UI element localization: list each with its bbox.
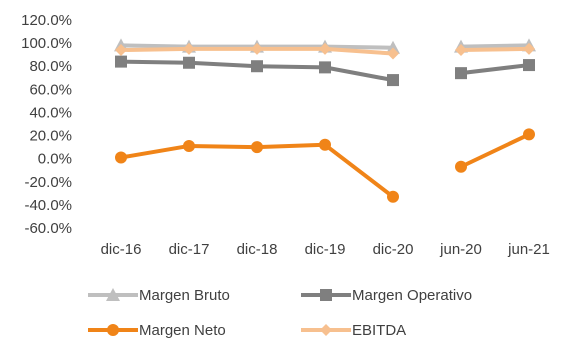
data-point: [386, 40, 400, 54]
x-tick-label: dic-18: [237, 241, 278, 258]
legend-label: Margen Operativo: [352, 287, 472, 304]
y-tick-label: 20.0%: [29, 128, 72, 145]
data-point: [251, 42, 263, 55]
legend-marker: [106, 288, 120, 301]
legend-marker: [320, 289, 332, 301]
legend-item: Margen Bruto: [88, 287, 230, 304]
y-tick-label: 80.0%: [29, 58, 72, 75]
data-point: [183, 42, 195, 55]
data-point: [455, 67, 467, 80]
x-tick-label: dic-20: [373, 241, 414, 258]
legend-marker: [107, 324, 119, 336]
legend-item: Margen Neto: [88, 322, 226, 339]
x-tick-label: jun-21: [507, 241, 550, 258]
legend: Margen Bruto Margen Operativo Margen Neto E…: [88, 287, 472, 339]
y-tick-label: -60.0%: [24, 220, 72, 237]
data-point: [319, 61, 331, 74]
legend-label: EBITDA: [352, 322, 406, 339]
series-margen-neto: [115, 128, 535, 203]
data-point: [183, 139, 195, 152]
y-tick-label: 0.0%: [38, 151, 72, 168]
series-ebitda: [115, 42, 535, 60]
data-point: [455, 44, 467, 57]
data-point: [251, 141, 263, 154]
data-point: [387, 190, 399, 203]
data-point: [455, 160, 467, 173]
data-point: [523, 42, 535, 55]
data-point: [523, 59, 535, 72]
x-tick-label: dic-19: [305, 241, 346, 258]
x-tick-label: jun-20: [439, 241, 482, 258]
legend-item: EBITDA: [301, 322, 406, 339]
data-point: [387, 47, 399, 60]
y-tick-label: -20.0%: [24, 174, 72, 191]
legend-label: Margen Neto: [139, 322, 226, 339]
data-point: [319, 42, 331, 55]
legend-marker: [320, 324, 332, 336]
legend-label: Margen Bruto: [139, 287, 230, 304]
series-line: [459, 46, 531, 53]
legend-item: Margen Operativo: [301, 287, 472, 304]
data-point: [251, 60, 263, 73]
y-tick-label: -40.0%: [24, 197, 72, 214]
x-tick-label: dic-17: [169, 241, 210, 258]
series-line: [459, 43, 531, 49]
data-point: [387, 74, 399, 87]
series-line: [459, 63, 531, 76]
plot-area: [114, 38, 536, 203]
data-point: [523, 128, 535, 141]
data-point: [115, 44, 127, 57]
x-axis: dic-16 dic-17 dic-18 dic-19 dic-20 jun-20 jun-…: [101, 241, 550, 258]
series-margen-operativo: [115, 55, 535, 87]
data-point: [115, 55, 127, 68]
y-tick-label: 60.0%: [29, 81, 72, 98]
data-point: [319, 138, 331, 151]
y-tick-label: 120.0%: [21, 12, 72, 29]
x-tick-label: dic-16: [101, 241, 142, 258]
data-point: [183, 56, 195, 69]
y-tick-label: 40.0%: [29, 104, 72, 121]
y-axis: 120.0% 100.0% 80.0% 60.0% 40.0% 20.0% 0.0% -20.…: [21, 12, 72, 237]
y-tick-label: 100.0%: [21, 35, 72, 52]
data-point: [115, 151, 127, 164]
series-line: [459, 132, 531, 169]
